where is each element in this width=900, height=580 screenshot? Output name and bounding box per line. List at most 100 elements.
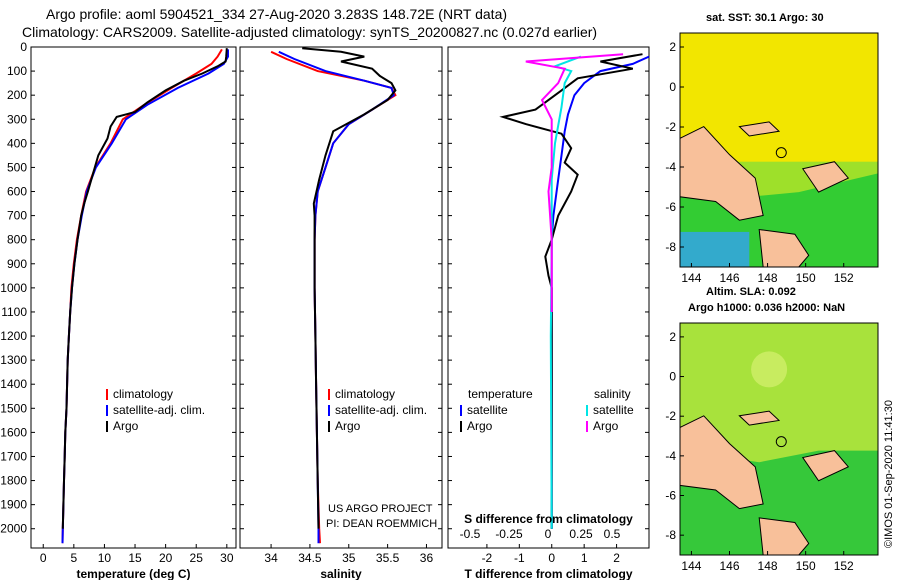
land-mass-peninsula [758, 228, 810, 268]
plot-frame-1 [30, 46, 237, 549]
map-y-tick-label: -6 [665, 200, 676, 214]
land-mass-island [738, 410, 781, 426]
sla-map-subtitle: Argo h1000: 0.036 h2000: NaN [688, 302, 846, 314]
legend-label: Argo [467, 419, 493, 433]
series-line-t-argo [499, 53, 643, 529]
x-tick-label: 10 [98, 551, 112, 565]
x-tick-label-secondary: 0 [545, 527, 552, 541]
depth-tick-label: 400 [7, 136, 27, 150]
map-x-tick-label: 144 [681, 271, 701, 285]
map-y-tick-label: 0 [669, 370, 676, 384]
header-line-2: Climatology: CARS2009. Satellite-adjuste… [22, 24, 598, 40]
land-mass-island [738, 121, 781, 137]
sla-field-patch [751, 351, 788, 388]
map-x-tick-label: 148 [758, 271, 778, 285]
x-tick-label: 0 [548, 551, 555, 565]
legend-label: Argo [335, 419, 361, 433]
x-tick-label-secondary: 0.5 [604, 527, 621, 541]
map-y-tick-label: -4 [665, 449, 676, 463]
x-tick-label: 34.5 [298, 551, 322, 565]
depth-tick-label: 500 [7, 160, 27, 174]
map-frame [679, 322, 879, 556]
legend-label: climatology [335, 387, 395, 401]
map-group-sla [679, 322, 879, 556]
x-tick-label: 20 [159, 551, 173, 565]
depth-tick-label: 0 [20, 40, 27, 54]
series-line-climatology [270, 50, 397, 544]
x-tick-label-secondary: -0.25 [495, 527, 523, 541]
series-line-satellite-adj-clim- [278, 50, 395, 544]
series-line-argo [302, 47, 397, 529]
depth-tick-label: 600 [7, 185, 27, 199]
legend-label: Argo [593, 419, 619, 433]
map-x-tick-label: 152 [834, 559, 854, 573]
legend-label: satellite [467, 403, 508, 417]
legend-label: satellite [593, 403, 634, 417]
map-y-tick-label: 2 [669, 330, 676, 344]
map-x-tick-label: 150 [796, 559, 816, 573]
land-mass-peninsula [758, 517, 810, 556]
x-axis-label: T difference from climatology [464, 567, 632, 580]
depth-tick-label: 1500 [0, 401, 27, 415]
depth-tick-label: 1100 [1, 305, 27, 319]
map-group-sst [679, 32, 879, 268]
depth-tick-label: 2000 [0, 522, 27, 536]
depth-tick-label: 1700 [0, 449, 27, 463]
legend-label: climatology [113, 387, 173, 401]
land-mass-new-guinea [679, 415, 764, 510]
project-label: US ARGO PROJECT [328, 503, 433, 515]
map-y-tick-label: -4 [665, 160, 676, 174]
series-line-satellite-adj-clim- [61, 49, 229, 544]
map-x-tick-label: 152 [834, 271, 854, 285]
sst-field-cool [680, 231, 750, 267]
map-x-tick-label: 146 [719, 271, 739, 285]
x-tick-label: 36 [420, 551, 434, 565]
x-tick-label: -2 [482, 551, 493, 565]
map-x-tick-label: 146 [719, 559, 739, 573]
depth-tick-label: 1600 [0, 425, 27, 439]
depth-tick-label: 1400 [0, 377, 27, 391]
map-y-tick-label: -2 [665, 120, 676, 134]
x-tick-label-secondary: 0.25 [569, 527, 593, 541]
depth-tick-label: 1900 [0, 498, 27, 512]
series-line-climatology [61, 48, 223, 544]
x-axis-label: temperature (deg C) [76, 567, 190, 580]
x-tick-label-secondary: -0.5 [460, 527, 481, 541]
x-axis-label-secondary: S difference from climatology [464, 512, 633, 526]
depth-tick-label: 200 [7, 88, 27, 102]
plot-frame-2 [239, 46, 443, 549]
legend-label: satellite-adj. clim. [335, 403, 427, 417]
land-mass-new-guinea [679, 125, 764, 221]
x-tick-label: 35.5 [376, 551, 400, 565]
land-mass-new-britain [801, 161, 850, 193]
legend-label: satellite-adj. clim. [113, 403, 205, 417]
map-x-tick-label: 148 [758, 559, 778, 573]
depth-tick-label: 1800 [0, 474, 27, 488]
map-y-tick-label: -8 [665, 528, 676, 542]
x-tick-label: 2 [613, 551, 620, 565]
series-line-argo [61, 48, 228, 529]
argo-position-marker [775, 436, 787, 448]
series-line-s-argo [525, 53, 624, 312]
x-tick-label: 15 [128, 551, 142, 565]
x-tick-label: 35 [342, 551, 356, 565]
plot-frame-3 [447, 46, 650, 549]
x-tick-label: 30 [220, 551, 234, 565]
x-tick-label: -1 [514, 551, 525, 565]
depth-tick-label: 800 [7, 233, 27, 247]
depth-tick-label: 900 [7, 257, 27, 271]
depth-tick-label: 300 [7, 112, 27, 126]
map-y-tick-label: 2 [669, 40, 676, 54]
sst-map-title: sat. SST: 30.1 Argo: 30 [706, 12, 824, 24]
map-y-tick-label: 0 [669, 80, 676, 94]
map-x-tick-label: 150 [796, 271, 816, 285]
depth-tick-label: 100 [7, 64, 27, 78]
legend-title-salinity: salinity [594, 387, 631, 401]
x-tick-label: 25 [190, 551, 204, 565]
map-x-tick-label: 144 [681, 559, 701, 573]
x-tick-label: 1 [581, 551, 588, 565]
sla-map-title: Altim. SLA: 0.092 [706, 286, 796, 298]
x-tick-label: 34 [264, 551, 278, 565]
